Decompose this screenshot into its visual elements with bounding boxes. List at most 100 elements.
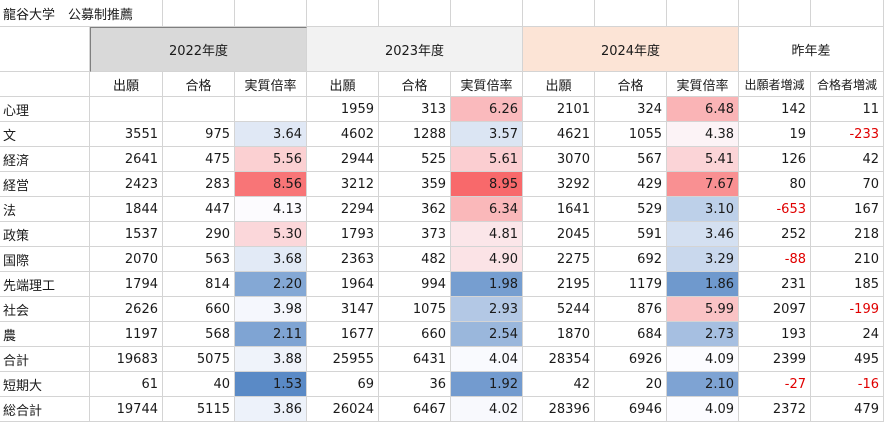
passers-cell[interactable] <box>163 97 235 122</box>
ratio-cell[interactable]: 3.46 <box>667 222 739 247</box>
empty-cell[interactable] <box>379 0 451 27</box>
ratio-cell[interactable]: 4.38 <box>667 122 739 147</box>
passers-cell[interactable]: 994 <box>379 272 451 297</box>
passers-cell[interactable]: 814 <box>163 272 235 297</box>
passers-cell[interactable]: 324 <box>595 97 667 122</box>
corner-cell[interactable] <box>0 27 90 72</box>
applicant-diff-cell[interactable]: 80 <box>739 172 811 197</box>
row-label-文[interactable]: 文 <box>0 122 90 147</box>
applicants-cell[interactable]: 1870 <box>523 322 595 347</box>
column-header-合格[interactable]: 合格 <box>163 72 235 97</box>
passers-cell[interactable]: 313 <box>379 97 451 122</box>
passers-cell[interactable]: 359 <box>379 172 451 197</box>
year-header-2024年度[interactable]: 2024年度 <box>523 27 739 72</box>
ratio-cell[interactable]: 3.86 <box>235 397 307 422</box>
diff-header[interactable]: 昨年差 <box>739 27 884 72</box>
applicants-cell[interactable]: 2070 <box>90 247 163 272</box>
applicants-cell[interactable]: 1641 <box>523 197 595 222</box>
ratio-cell[interactable]: 3.88 <box>235 347 307 372</box>
passer-diff-cell[interactable]: -16 <box>811 372 884 397</box>
applicants-cell[interactable]: 2626 <box>90 297 163 322</box>
passer-diff-cell[interactable]: -199 <box>811 297 884 322</box>
column-header-合格[interactable]: 合格 <box>379 72 451 97</box>
ratio-cell[interactable]: 3.98 <box>235 297 307 322</box>
ratio-cell[interactable]: 4.13 <box>235 197 307 222</box>
passers-cell[interactable]: 525 <box>379 147 451 172</box>
column-header-実質倍率[interactable]: 実質倍率 <box>451 72 523 97</box>
ratio-cell[interactable]: 2.10 <box>667 372 739 397</box>
passer-diff-cell[interactable]: 185 <box>811 272 884 297</box>
passer-diff-cell[interactable]: -233 <box>811 122 884 147</box>
column-header-合格者増減[interactable]: 合格者増減 <box>811 72 884 97</box>
row-label-国際[interactable]: 国際 <box>0 247 90 272</box>
sheet-title[interactable]: 龍谷大学 公募制推薦 <box>0 0 163 27</box>
row-label-先端理工[interactable]: 先端理工 <box>0 272 90 297</box>
year-header-2022年度[interactable]: 2022年度 <box>90 27 307 72</box>
passers-cell[interactable]: 5075 <box>163 347 235 372</box>
ratio-cell[interactable]: 8.56 <box>235 172 307 197</box>
row-label-総合計[interactable]: 総合計 <box>0 397 90 422</box>
applicant-diff-cell[interactable]: 2372 <box>739 397 811 422</box>
ratio-cell[interactable]: 5.30 <box>235 222 307 247</box>
column-header-出願者増減[interactable]: 出願者増減 <box>739 72 811 97</box>
passer-diff-cell[interactable]: 210 <box>811 247 884 272</box>
applicants-cell[interactable]: 28396 <box>523 397 595 422</box>
applicants-cell[interactable]: 3212 <box>307 172 379 197</box>
passers-cell[interactable]: 563 <box>163 247 235 272</box>
applicant-diff-cell[interactable]: 126 <box>739 147 811 172</box>
applicants-cell[interactable]: 61 <box>90 372 163 397</box>
ratio-cell[interactable]: 7.67 <box>667 172 739 197</box>
ratio-cell[interactable]: 2.54 <box>451 322 523 347</box>
applicant-diff-cell[interactable]: 231 <box>739 272 811 297</box>
empty-cell[interactable] <box>163 0 235 27</box>
applicant-diff-cell[interactable]: -27 <box>739 372 811 397</box>
passers-cell[interactable]: 6946 <box>595 397 667 422</box>
passers-cell[interactable]: 20 <box>595 372 667 397</box>
applicants-cell[interactable]: 1537 <box>90 222 163 247</box>
applicants-cell[interactable]: 19683 <box>90 347 163 372</box>
row-label-短期大[interactable]: 短期大 <box>0 372 90 397</box>
ratio-cell[interactable]: 4.81 <box>451 222 523 247</box>
applicants-cell[interactable]: 2641 <box>90 147 163 172</box>
passers-cell[interactable]: 447 <box>163 197 235 222</box>
ratio-cell[interactable] <box>235 97 307 122</box>
applicants-cell[interactable]: 2423 <box>90 172 163 197</box>
passers-cell[interactable]: 529 <box>595 197 667 222</box>
row-label-法[interactable]: 法 <box>0 197 90 222</box>
ratio-cell[interactable]: 4.09 <box>667 347 739 372</box>
applicant-diff-cell[interactable]: 193 <box>739 322 811 347</box>
passers-cell[interactable]: 362 <box>379 197 451 222</box>
column-header-出願[interactable]: 出願 <box>523 72 595 97</box>
passers-cell[interactable]: 660 <box>163 297 235 322</box>
passers-cell[interactable]: 567 <box>595 147 667 172</box>
passers-cell[interactable]: 475 <box>163 147 235 172</box>
ratio-cell[interactable]: 5.61 <box>451 147 523 172</box>
ratio-cell[interactable]: 4.90 <box>451 247 523 272</box>
applicants-cell[interactable]: 4602 <box>307 122 379 147</box>
passers-cell[interactable]: 429 <box>595 172 667 197</box>
ratio-cell[interactable]: 6.34 <box>451 197 523 222</box>
ratio-cell[interactable]: 2.11 <box>235 322 307 347</box>
column-header-出願[interactable]: 出願 <box>307 72 379 97</box>
ratio-cell[interactable]: 1.86 <box>667 272 739 297</box>
applicants-cell[interactable]: 4621 <box>523 122 595 147</box>
ratio-cell[interactable]: 3.64 <box>235 122 307 147</box>
empty-cell[interactable] <box>667 0 739 27</box>
applicants-cell[interactable]: 19744 <box>90 397 163 422</box>
ratio-cell[interactable]: 8.95 <box>451 172 523 197</box>
ratio-cell[interactable]: 1.92 <box>451 372 523 397</box>
applicants-cell[interactable]: 1959 <box>307 97 379 122</box>
empty-cell[interactable] <box>235 0 307 27</box>
applicants-cell[interactable]: 1844 <box>90 197 163 222</box>
passers-cell[interactable]: 5115 <box>163 397 235 422</box>
ratio-cell[interactable]: 3.68 <box>235 247 307 272</box>
passers-cell[interactable]: 290 <box>163 222 235 247</box>
column-header-実質倍率[interactable]: 実質倍率 <box>235 72 307 97</box>
applicants-cell[interactable]: 2294 <box>307 197 379 222</box>
ratio-cell[interactable]: 2.20 <box>235 272 307 297</box>
ratio-cell[interactable]: 3.57 <box>451 122 523 147</box>
passer-diff-cell[interactable]: 11 <box>811 97 884 122</box>
passers-cell[interactable]: 6467 <box>379 397 451 422</box>
applicants-cell[interactable]: 2944 <box>307 147 379 172</box>
applicant-diff-cell[interactable]: 2399 <box>739 347 811 372</box>
